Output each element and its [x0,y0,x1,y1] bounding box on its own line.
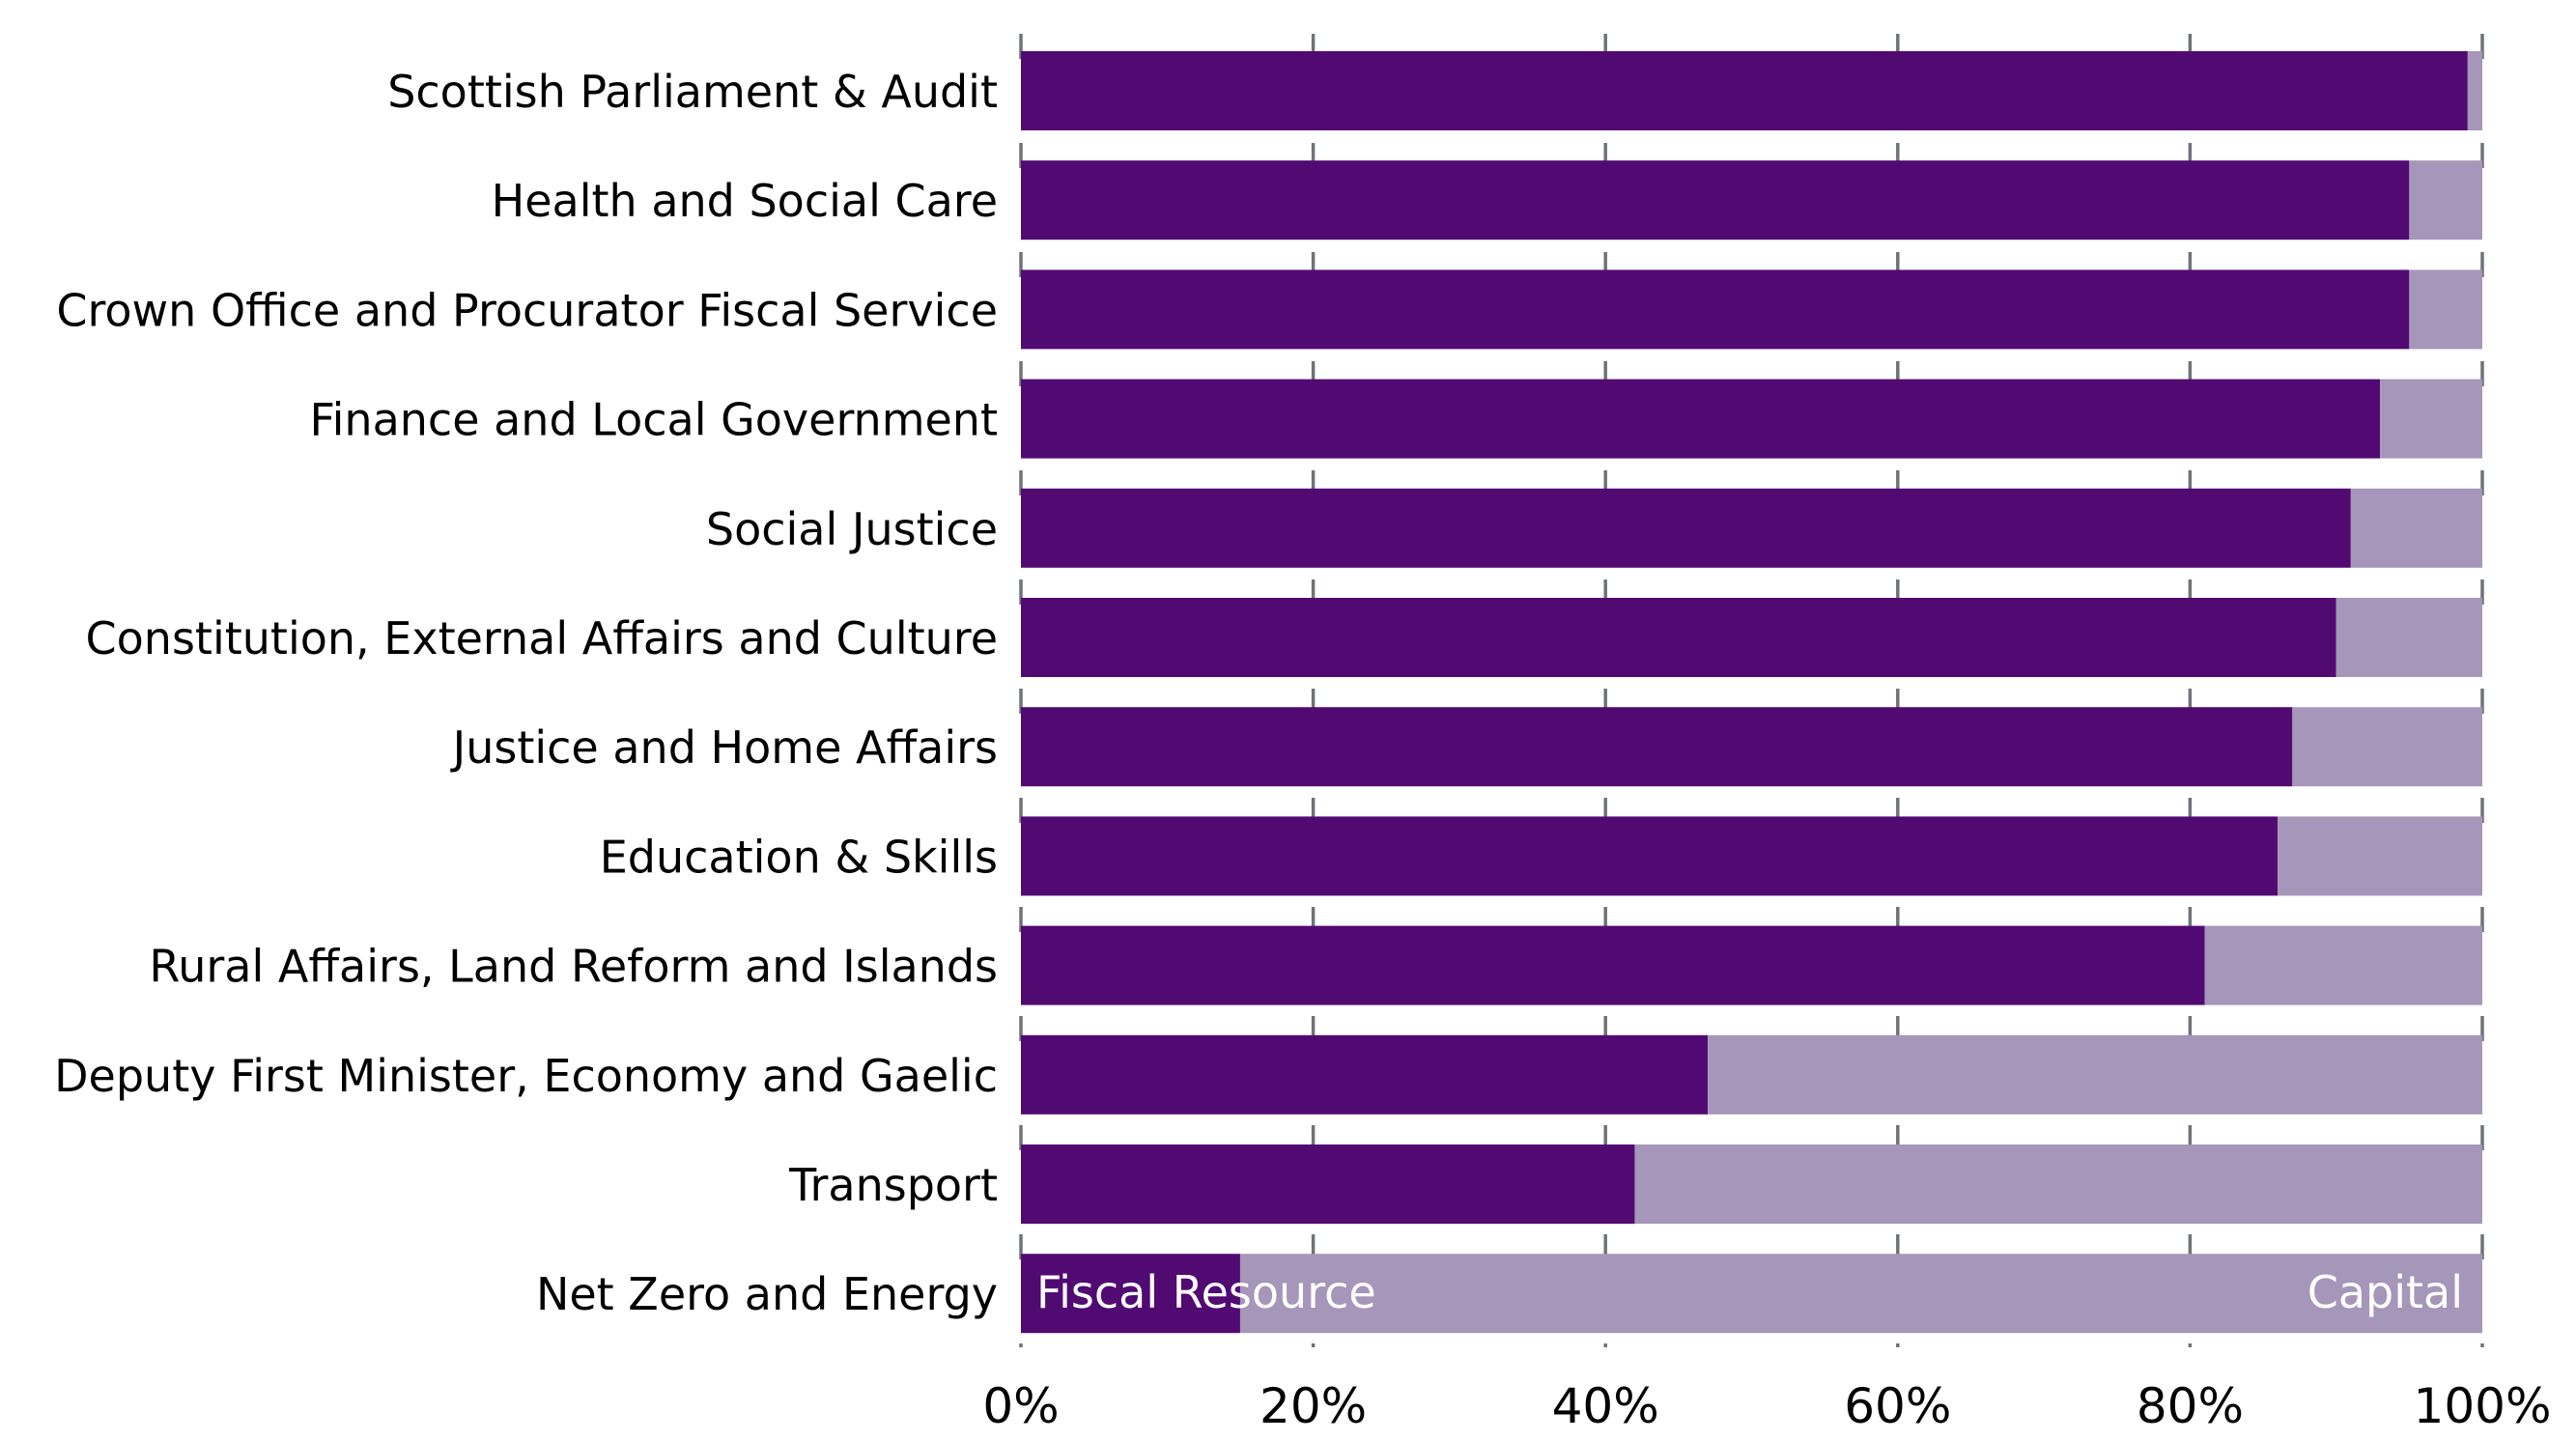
bar-segment-fiscal-resource [1021,707,2293,787]
bar-segment-capital [1239,1254,2482,1334]
bar-segment-fiscal-resource [1021,160,2410,240]
bar-segment-fiscal-resource [1021,598,2336,677]
bar-segment-capital [1708,1034,2482,1115]
x-tick-labels: 0% 20% 40% 60% 80% 100% [982,1378,2551,1434]
bar-segment-capital [2204,925,2482,1005]
bars [1021,51,2482,1334]
bar-segment-capital [2380,379,2482,459]
bar-segment-fiscal-resource [1021,1144,1635,1224]
x-tick-label: 40% [1552,1378,1659,1434]
category-label: Crown Office and Procurator Fiscal Servi… [56,284,998,336]
bar-segment-capital [2350,488,2482,568]
bar-segment-capital [2409,269,2482,350]
bar-segment-fiscal-resource [1021,269,2410,350]
bar-segment-fiscal-resource [1021,379,2381,459]
bar-segment-capital [2467,51,2482,130]
category-label: Justice and Home Affairs [450,721,998,774]
bar-segment-capital [2278,816,2482,896]
gridlines [1019,34,2484,1347]
x-tick-label: 100% [2414,1378,2552,1434]
bar-segment-capital [2335,598,2482,677]
category-label: Net Zero and Energy [536,1268,998,1320]
bar-segment-capital [1634,1144,2482,1224]
bar-segment-fiscal-resource [1021,51,2468,130]
category-label: Rural Affairs, Land Reform and Islands [149,941,998,993]
category-label: Social Justice [706,503,998,555]
legend-label-capital: Capital [2307,1266,2463,1318]
bar-segment-fiscal-resource [1021,1034,1709,1115]
category-label: Constitution, External Affairs and Cultu… [86,612,998,664]
category-labels: Scottish Parliament & Audit Health and So… [54,66,998,1320]
x-tick-label: 20% [1260,1378,1367,1434]
bar-segment-fiscal-resource [1021,488,2351,568]
category-label: Finance and Local Government [310,394,998,446]
bar-segment-fiscal-resource [1021,1254,1240,1334]
bar-segment-fiscal-resource [1021,816,2279,896]
x-tick-label: 80% [2137,1378,2244,1434]
category-label: Scottish Parliament & Audit [387,66,998,118]
bar-segment-capital [2292,707,2482,787]
category-label: Transport [788,1159,998,1211]
bar-segment-capital [2409,160,2482,240]
x-tick-label: 60% [1844,1378,1951,1434]
bar-segment-fiscal-resource [1021,925,2205,1005]
category-label: Health and Social Care [492,175,998,227]
legend-label-fiscal-resource: Fiscal Resource [1036,1266,1376,1318]
category-label: Deputy First Minister, Economy and Gaeli… [54,1050,998,1102]
category-label: Education & Skills [600,831,998,883]
x-tick-label: 0% [982,1378,1059,1434]
